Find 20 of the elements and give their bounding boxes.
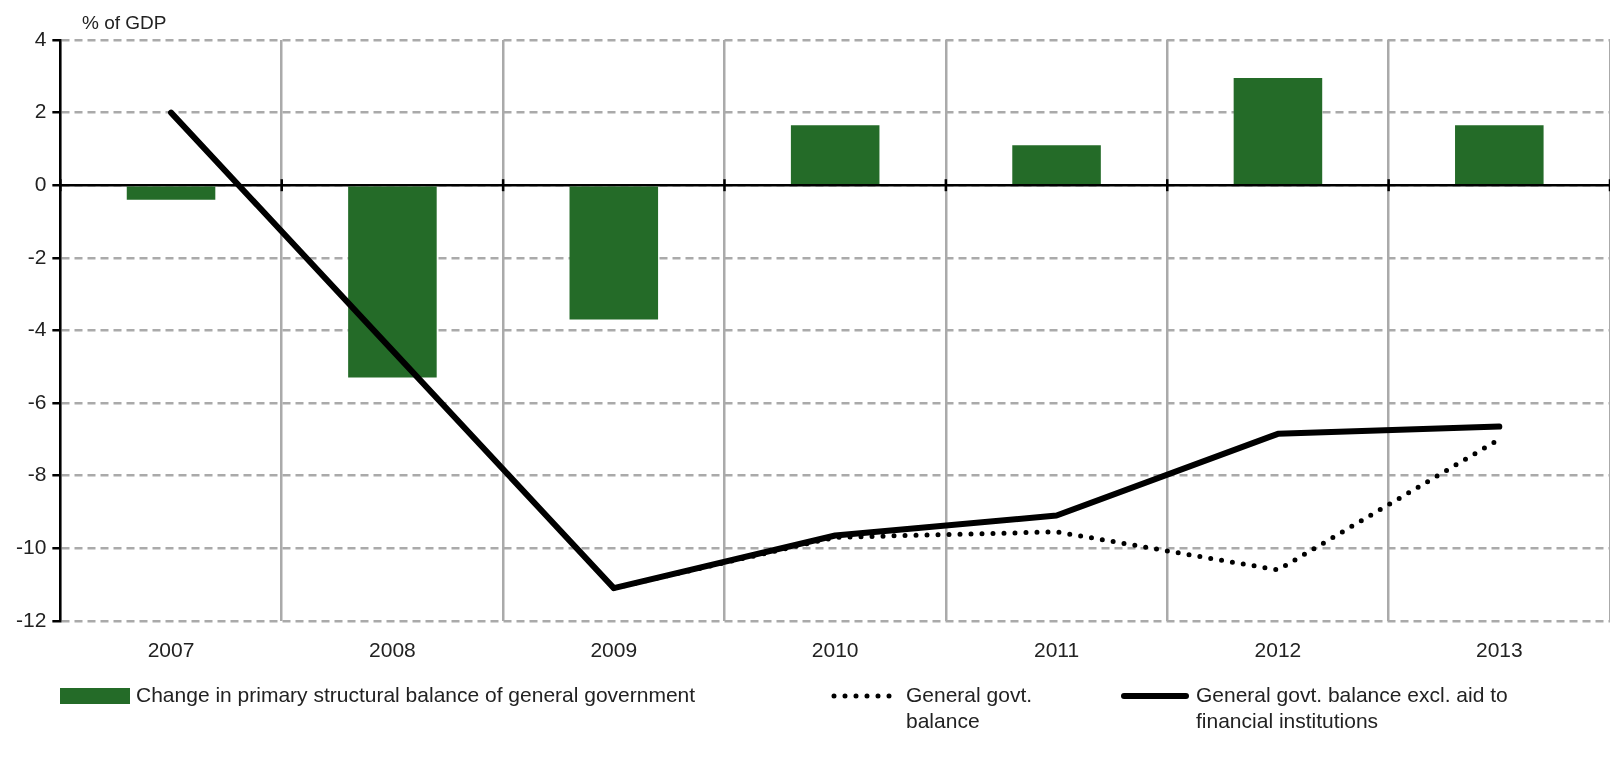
y-tick-label: 4 [34, 26, 47, 50]
y-tick-label: -4 [27, 317, 47, 341]
y-tick-label: -8 [27, 462, 47, 486]
y-tick-label: -2 [27, 244, 47, 268]
y-tick-label: -12 [15, 607, 47, 631]
x-tick-label: 2007 [147, 638, 195, 662]
y-tick-label: 0 [34, 172, 47, 195]
y-tick-label: -10 [15, 535, 47, 558]
legend-label: General govt. balance excl. aid to financial institutions [1196, 682, 1509, 734]
y-axis-title: % of GDP [82, 12, 167, 34]
x-tick-label: 2008 [369, 638, 416, 662]
x-tick-label: 2010 [811, 638, 859, 662]
x-tick-label: 2013 [1475, 638, 1523, 662]
legend-label: General govt. balance [906, 682, 1034, 734]
legend-label: Change in primary structural balance of general government [136, 682, 696, 708]
y-tick-label: 2 [34, 99, 47, 123]
y-tick-label: -6 [27, 389, 47, 413]
x-tick-label: 2009 [590, 638, 638, 662]
x-tick-label: 2012 [1254, 638, 1302, 662]
x-tick-label: 2011 [1033, 638, 1080, 662]
